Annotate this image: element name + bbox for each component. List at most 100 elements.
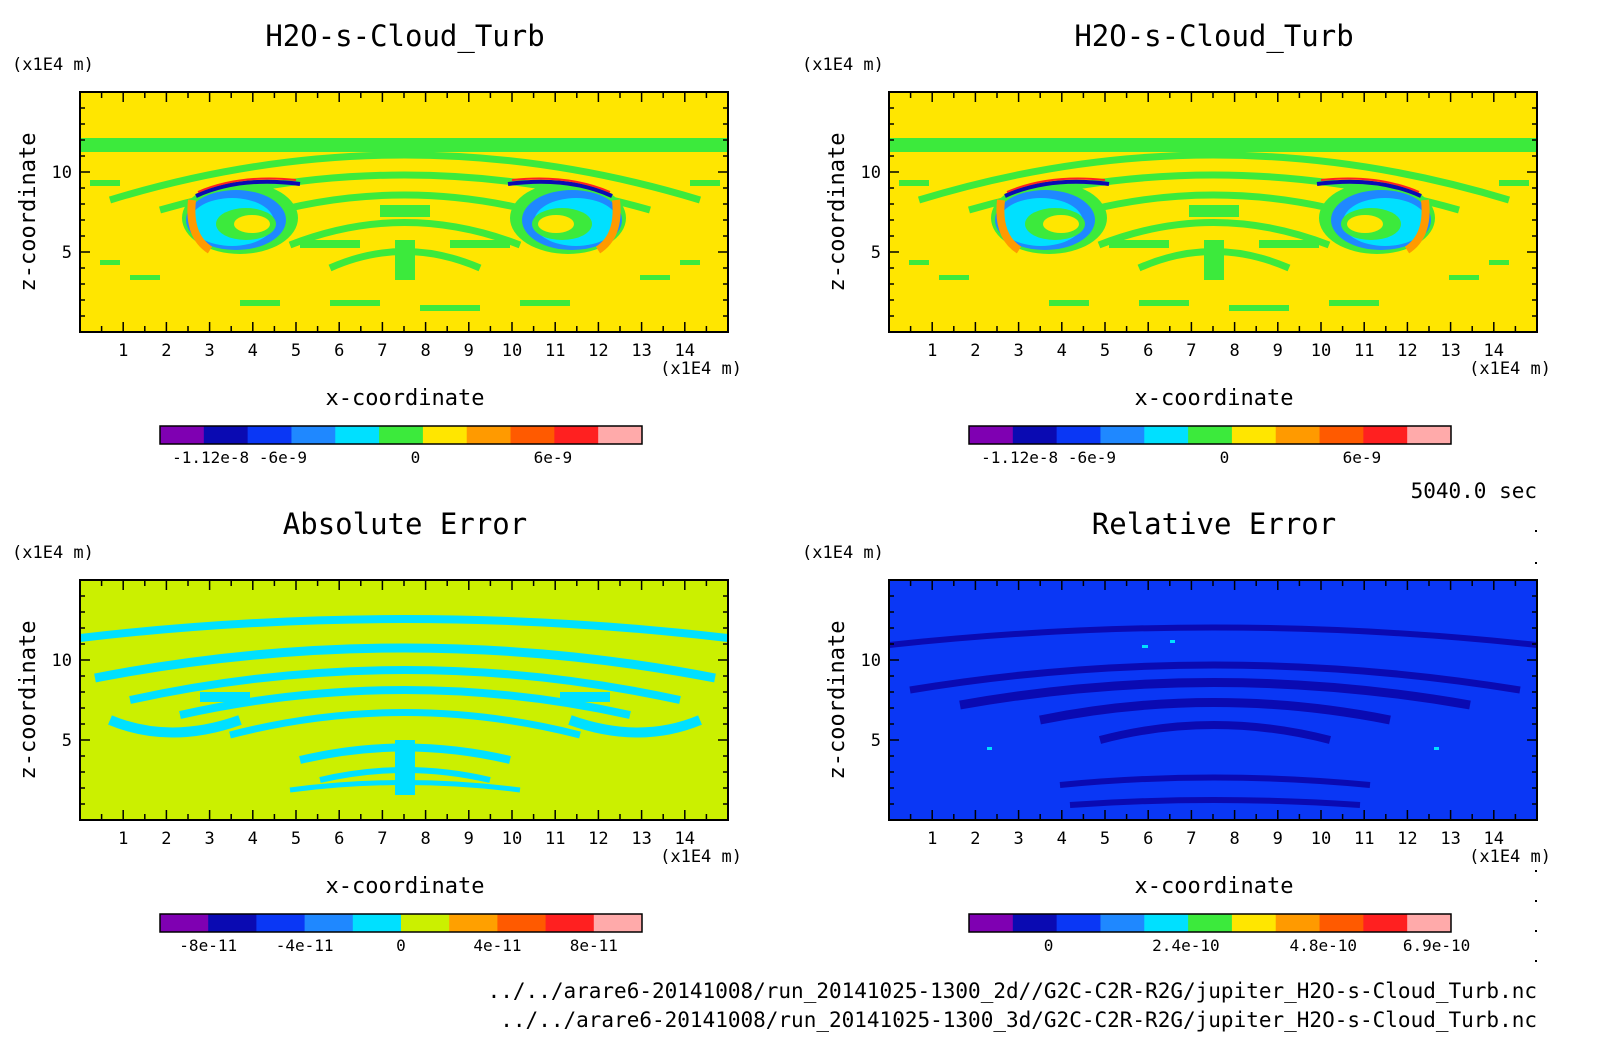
colorbar-swatch — [208, 914, 257, 932]
x-tick-label: 14 — [675, 829, 695, 849]
x-tick-label: 12 — [588, 829, 608, 849]
x-axis-label: x-coordinate — [326, 386, 485, 411]
panel-title: H2O-s-Cloud_Turb — [1074, 19, 1353, 54]
colorbar-tick-label: -1.12e-8 — [981, 448, 1058, 467]
colorbar-tick-label: -1.12e-8 — [172, 448, 249, 467]
x-tick-label: 7 — [377, 829, 387, 849]
colorbar-swatch — [1319, 426, 1364, 444]
colorbar-swatch — [247, 426, 292, 444]
colorbar-tick-label: 4e-11 — [473, 936, 521, 955]
colorbar-swatch — [1231, 914, 1277, 932]
colorbar-frame — [968, 425, 1452, 445]
x-tick-label: 7 — [377, 341, 387, 361]
colorbar-swatch — [160, 914, 209, 932]
x-tick-label: 6 — [1143, 341, 1153, 361]
colorbar-swatch — [1144, 914, 1189, 932]
panel-top-right: H2O-s-Cloud_Turb (x1E4 m) — [802, 19, 1551, 467]
x-tick-label: 13 — [631, 341, 651, 361]
x-ticks: 1 2 3 4 5 6 7 8 9 10 11 12 13 14 — [909, 92, 1517, 361]
colorbar-swatch — [256, 914, 306, 932]
colorbar-swatch — [1100, 426, 1145, 444]
colorbar-tick-label: 0 — [411, 448, 421, 467]
x-tick-label: 14 — [1484, 341, 1504, 361]
x-ticks: 1 2 3 4 5 6 7 8 9 10 11 12 13 14 — [100, 92, 708, 361]
y-axis-label: z-coordinate — [16, 621, 41, 780]
x-tick-label: 9 — [464, 829, 474, 849]
x-tick-label: 1 — [118, 341, 128, 361]
colorbar-swatch — [1363, 426, 1408, 444]
colorbar-swatch — [352, 914, 402, 932]
x-tick-label: 13 — [1440, 829, 1460, 849]
error-patches — [200, 692, 610, 795]
x-tick-label: 13 — [1440, 341, 1460, 361]
vortex-right — [1316, 177, 1435, 254]
field-plot — [889, 580, 1537, 820]
colorbar-swatch — [1407, 914, 1452, 932]
file-path-2d: ../../arare6-20141008/run_20141025-1300_… — [488, 979, 1537, 1003]
vortex-left — [991, 177, 1110, 254]
panel-title: Absolute Error — [283, 507, 527, 541]
x-tick-label: 2 — [970, 829, 980, 849]
y-tick-label: 5 — [871, 243, 881, 263]
panel-title: Relative Error — [1092, 507, 1336, 541]
cloud-band — [889, 138, 1537, 152]
x-tick-label: 5 — [291, 341, 301, 361]
vortex-left — [182, 177, 301, 254]
y-axis-label: z-coordinate — [825, 133, 850, 292]
x-tick-label: 10 — [1311, 341, 1331, 361]
colorbar-swatch — [510, 426, 555, 444]
colorbar: -1.12e-8 -6e-9 0 6e-9 — [968, 425, 1452, 467]
x-tick-label: 7 — [1186, 829, 1196, 849]
x-tick-label: 3 — [204, 341, 214, 361]
x-tick-label: 11 — [1354, 341, 1374, 361]
field-plot — [80, 92, 728, 332]
x-tick-label: 8 — [420, 341, 430, 361]
x-tick-label: 12 — [1397, 341, 1417, 361]
field-plot — [80, 580, 728, 820]
y-ticks: 5 10 — [52, 107, 728, 317]
colorbar-swatch — [466, 426, 512, 444]
colorbar-swatch — [1012, 914, 1058, 932]
colorbar-tick-label: 0 — [1044, 936, 1054, 955]
y-ticks: 5 10 — [861, 595, 1537, 805]
colorbar-swatch — [1144, 426, 1189, 444]
x-tick-label: 10 — [502, 341, 522, 361]
colorbar-swatch — [554, 426, 599, 444]
colorbar-swatch — [1407, 426, 1452, 444]
x-tick-label: 7 — [1186, 341, 1196, 361]
x-tick-label: 13 — [631, 829, 651, 849]
x-tick-label: 8 — [420, 829, 430, 849]
x-tick-label: 11 — [1354, 829, 1374, 849]
colorbar-swatch — [335, 426, 380, 444]
y-axis-label: z-coordinate — [825, 621, 850, 780]
colorbar-frame — [159, 425, 643, 445]
colorbar: 0 2.4e-10 4.8e-10 6.9e-10 — [968, 913, 1470, 955]
x-tick-label: 10 — [1311, 829, 1331, 849]
colorbar-swatch — [1275, 914, 1321, 932]
colorbar-swatch — [1275, 426, 1321, 444]
colorbar-tick-label: 0 — [1220, 448, 1230, 467]
colorbar-swatch — [969, 914, 1014, 932]
cloud-patches — [899, 180, 1529, 311]
colorbar-swatch — [203, 426, 249, 444]
x-tick-label: 4 — [248, 829, 258, 849]
colorbar-swatch — [160, 426, 205, 444]
x-tick-label: 5 — [1100, 341, 1110, 361]
x-tick-label: 1 — [927, 829, 937, 849]
x-tick-label: 10 — [502, 829, 522, 849]
colorbar-frame — [968, 913, 1452, 933]
colorbar-swatch — [1231, 426, 1277, 444]
panel-title: H2O-s-Cloud_Turb — [265, 19, 544, 54]
y-unit-label: (x1E4 m) — [802, 543, 884, 563]
x-tick-label: 5 — [1100, 829, 1110, 849]
x-tick-label: 8 — [1229, 341, 1239, 361]
x-ticks: 1 2 3 4 5 6 7 8 9 10 11 12 13 14 — [100, 580, 708, 849]
cloud-band — [80, 138, 728, 152]
y-axis-label: z-coordinate — [16, 133, 41, 292]
colorbar-tick-label: 8e-11 — [570, 936, 618, 955]
x-tick-label: 1 — [118, 829, 128, 849]
colorbar-swatch — [304, 914, 354, 932]
panel-top-left: H2O-s-Cloud_Turb (x1E4 m) — [12, 19, 742, 467]
y-tick-label: 5 — [62, 731, 72, 751]
y-tick-label: 10 — [52, 163, 72, 183]
